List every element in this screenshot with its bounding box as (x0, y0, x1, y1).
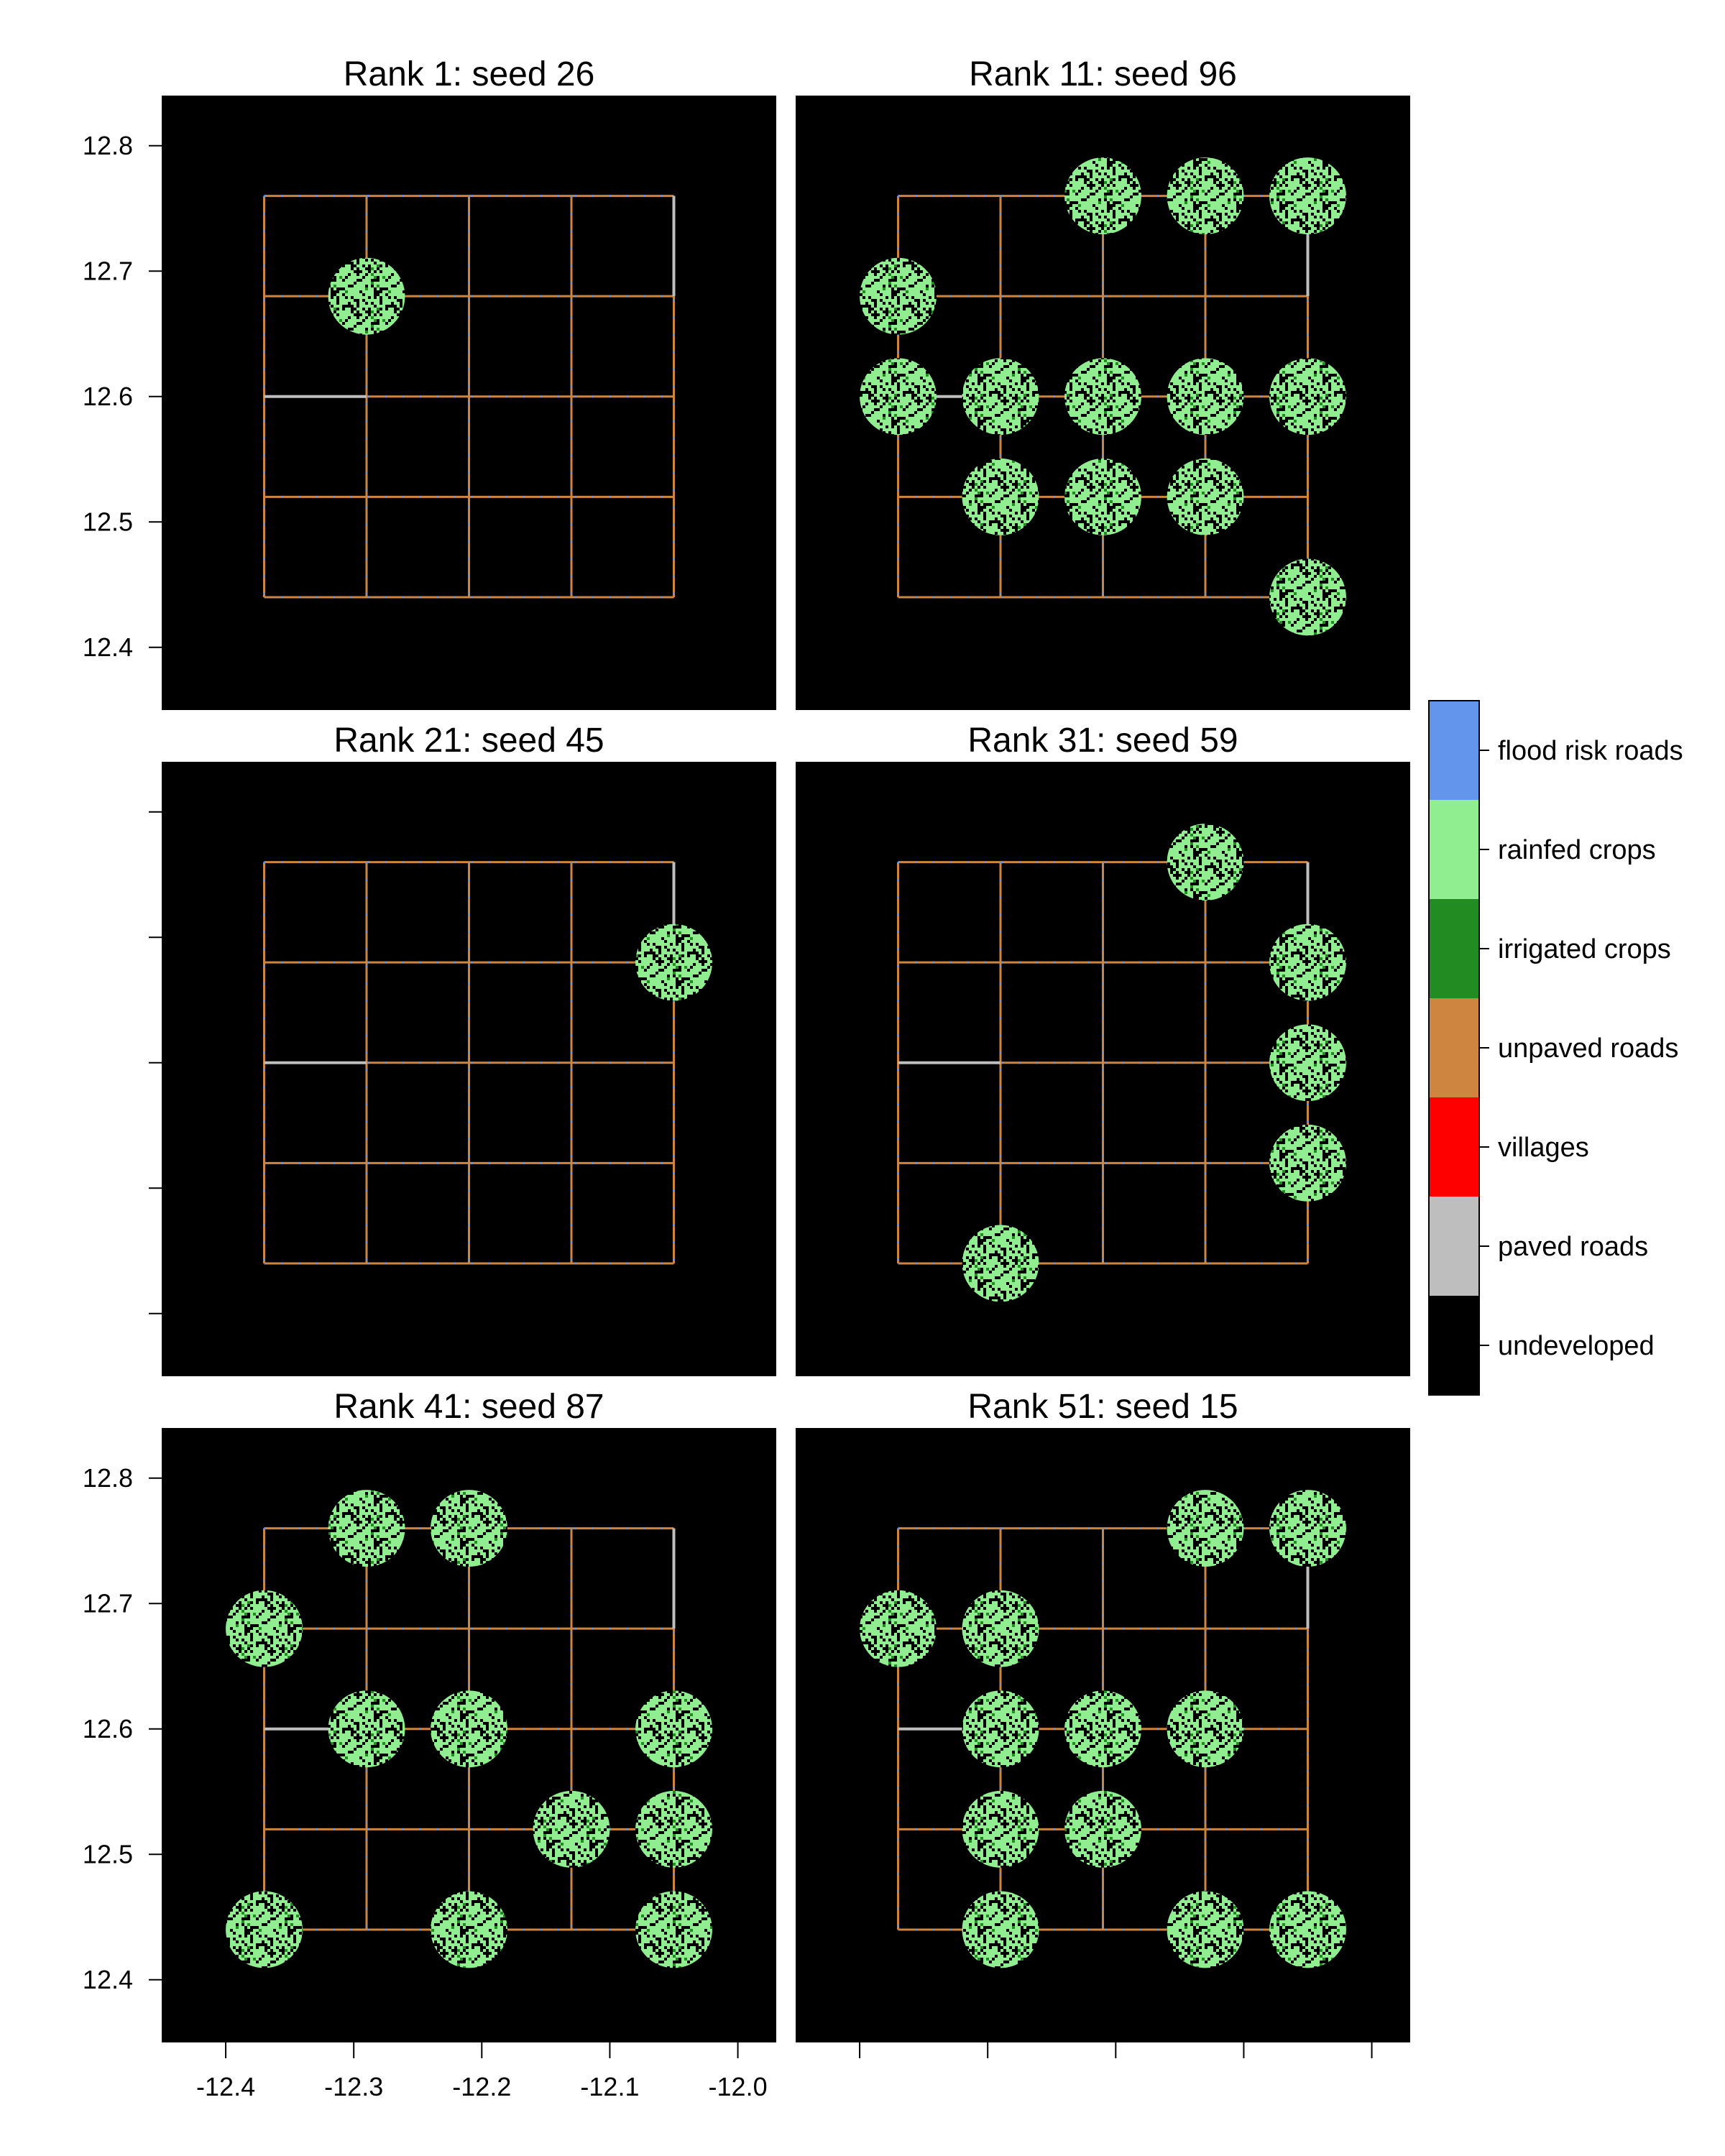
legend-label: undeveloped (1498, 1331, 1655, 1361)
map-panel: Rank 51: seed 15 (796, 1388, 1410, 2058)
crop-cluster (1269, 1891, 1346, 1968)
crop-cluster (1167, 1690, 1244, 1768)
x-tick-label: -12.3 (324, 2072, 383, 2101)
y-tick-label: 12.4 (83, 1965, 133, 1994)
panel-title: Rank 31: seed 59 (967, 722, 1238, 760)
legend-swatch (1429, 899, 1479, 998)
legend-label: rainfed crops (1498, 835, 1656, 865)
crop-cluster (1167, 1891, 1244, 1968)
crop-cluster (962, 1790, 1039, 1868)
crop-cluster (635, 1891, 712, 1968)
y-tick-label: 12.8 (83, 1463, 133, 1493)
crop-cluster (860, 358, 937, 436)
legend-label: villages (1498, 1133, 1589, 1163)
crop-cluster (1064, 358, 1141, 436)
panels-group: Rank 1: seed 2612.412.512.612.712.8Rank … (83, 55, 1410, 2101)
crop-cluster (1064, 157, 1141, 235)
panel-title: Rank 41: seed 87 (334, 1388, 604, 1426)
crop-cluster (1269, 157, 1346, 235)
y-tick-label: 12.6 (83, 1714, 133, 1743)
legend-label: irrigated crops (1498, 934, 1671, 964)
crop-cluster (1064, 1790, 1141, 1868)
map-panel: Rank 21: seed 45 (149, 722, 776, 1376)
legend-swatch (1429, 998, 1479, 1097)
crop-cluster (1064, 458, 1141, 535)
crop-cluster (635, 923, 712, 1001)
y-tick-label: 12.4 (83, 632, 133, 662)
legend-label: paved roads (1498, 1232, 1648, 1262)
crop-cluster (962, 1590, 1039, 1667)
crop-cluster (962, 1690, 1039, 1768)
legend-swatch (1429, 800, 1479, 899)
legend-label: flood risk roads (1498, 736, 1683, 766)
panel-title: Rank 21: seed 45 (334, 722, 604, 760)
crop-cluster (328, 1490, 405, 1567)
x-tick-label: -12.0 (709, 2072, 768, 2101)
crop-cluster (328, 257, 405, 335)
y-tick-label: 12.7 (83, 256, 133, 285)
crop-cluster (962, 458, 1039, 535)
crop-cluster (328, 1690, 405, 1768)
legend-swatch (1429, 1296, 1479, 1395)
crop-cluster (431, 1490, 507, 1567)
crop-cluster (962, 1225, 1039, 1302)
crop-cluster (1269, 1024, 1346, 1102)
crop-cluster (226, 1891, 303, 1968)
crop-cluster (533, 1790, 610, 1868)
y-tick-label: 12.8 (83, 131, 133, 160)
crop-cluster (431, 1690, 507, 1768)
map-panel: Rank 41: seed 87 12.4 12.5 12.6 12.7 12.8 -12.… (83, 1388, 776, 2101)
y-tick-label: 12.7 (83, 1588, 133, 1618)
crop-cluster (1269, 558, 1346, 636)
y-tick-label: 12.6 (83, 382, 133, 411)
crop-cluster (1167, 157, 1244, 235)
crop-cluster (635, 1790, 712, 1868)
crop-cluster (1167, 824, 1244, 901)
panel-title: Rank 51: seed 15 (967, 1388, 1238, 1426)
crop-cluster (226, 1590, 303, 1667)
crop-cluster (1269, 923, 1346, 1001)
crop-cluster (1269, 358, 1346, 436)
y-tick-label: 12.5 (83, 507, 133, 536)
legend: flood risk roads rainfed crops irrigated c… (1428, 700, 1683, 1396)
crop-cluster (860, 1590, 937, 1667)
legend-border (1428, 700, 1480, 1396)
y-tick-label: 12.5 (83, 1839, 133, 1869)
crop-cluster (1167, 458, 1244, 535)
legend-swatch (1429, 701, 1479, 800)
crop-cluster (1269, 1124, 1346, 1202)
crop-cluster (1167, 1490, 1244, 1567)
crop-cluster (1269, 1490, 1346, 1567)
legend-swatch (1429, 1097, 1479, 1197)
crop-cluster (431, 1891, 507, 1968)
crop-cluster (962, 358, 1039, 436)
x-tick-label: -12.1 (580, 2072, 639, 2101)
map-panel: Rank 11: seed 96 (796, 55, 1410, 710)
legend-label: unpaved roads (1498, 1033, 1678, 1064)
crop-cluster (635, 1690, 712, 1768)
crop-cluster (860, 257, 937, 335)
crop-cluster (1167, 358, 1244, 436)
crop-cluster (962, 1891, 1039, 1968)
x-tick-label: -12.2 (452, 2072, 511, 2101)
legend-swatch (1429, 1197, 1479, 1296)
crop-cluster (1064, 1690, 1141, 1768)
map-panel: Rank 1: seed 26 12.4 12.5 12.6 12.7 12.8 (83, 55, 776, 710)
panel-title: Rank 11: seed 96 (969, 55, 1237, 93)
panel-title: Rank 1: seed 26 (344, 55, 595, 93)
map-panel: Rank 31: seed 59 (796, 722, 1410, 1376)
x-tick-label: -12.4 (196, 2072, 255, 2101)
